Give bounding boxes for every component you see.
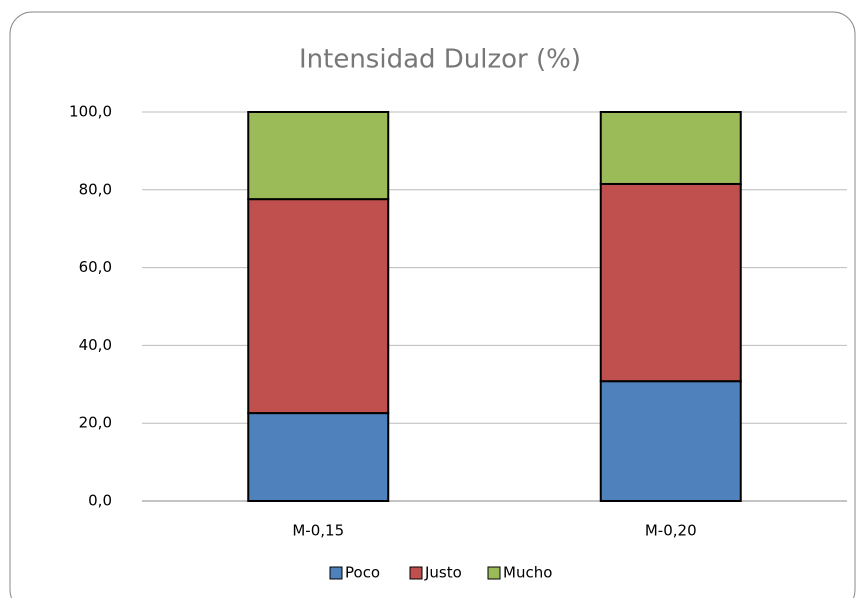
legend-label: Justo [424,564,462,582]
legend-swatch [409,566,423,580]
y-tick-label: 80,0 [79,180,112,198]
y-tick-label: 60,0 [79,258,112,276]
legend-swatch [329,566,343,580]
bar-segment [599,380,742,502]
legend-label: Poco [345,564,380,582]
bar-segment [599,111,742,185]
legend-label: Mucho [503,564,552,582]
legend-swatch [487,566,501,580]
bar-segment [247,111,390,201]
bar-segment [247,412,390,502]
y-tick-label: 100,0 [69,103,112,121]
bar-segment [247,198,390,415]
bar-segment [599,182,742,383]
x-tick-label: M-0,15 [292,522,344,540]
y-tick-label: 0,0 [88,492,112,510]
chart-title: Intensidad Dulzor (%) [299,45,581,75]
y-tick-label: 20,0 [79,414,112,432]
x-tick-label: M-0,20 [645,522,697,540]
y-tick-label: 40,0 [79,336,112,354]
